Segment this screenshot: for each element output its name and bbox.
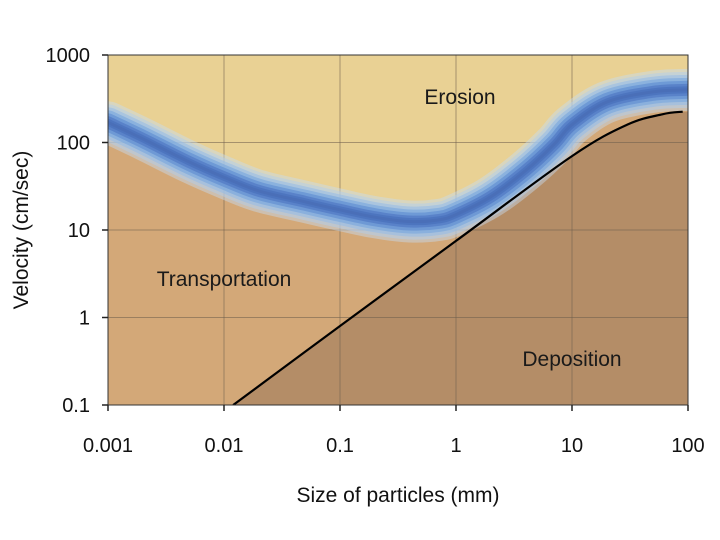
x-tick-label: 0.01: [205, 435, 244, 457]
x-tick-label: 100: [671, 435, 704, 457]
deposition-area: [233, 111, 688, 405]
erosion-band-layer: [108, 88, 688, 224]
x-tick-label: 1: [450, 435, 461, 457]
x-tick-label: 0.001: [83, 435, 133, 457]
erosion-label: Erosion: [424, 86, 495, 109]
y-axis-title: Velocity (cm/sec): [10, 151, 33, 310]
transportation-label: Transportation: [157, 268, 292, 291]
x-tick-label: 0.1: [326, 435, 354, 457]
y-tick-label: 0.1: [62, 395, 90, 417]
y-tick-label: 1: [79, 308, 90, 330]
y-tick-label: 100: [57, 133, 90, 155]
x-axis-title: Size of particles (mm): [296, 484, 499, 507]
y-tick-label: 1000: [46, 45, 91, 67]
y-tick-label: 10: [68, 220, 90, 242]
erosion-velocity-band: [108, 68, 688, 243]
deposition-velocity-line: [232, 110, 683, 405]
axis-ticks: 0.001 0.01 0.1 1 10 100 0.1 1 10 100 1000: [46, 45, 705, 457]
deposition-label: Deposition: [522, 348, 621, 371]
x-tick-label: 10: [561, 435, 583, 457]
